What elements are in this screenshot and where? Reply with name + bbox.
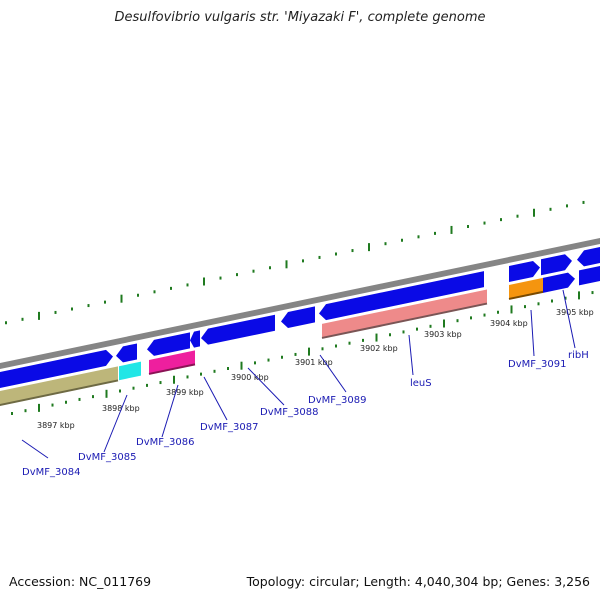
outer-tick-ring: [5, 200, 585, 325]
gene-arrow-dvmf-3091[interactable]: [509, 260, 540, 282]
gene-arrow-small-1[interactable]: [190, 330, 200, 348]
gene-arrow-dvmf-3084[interactable]: [0, 349, 113, 389]
gene-label[interactable]: DvMF_3091: [508, 359, 566, 370]
gene-arrow-dvmf-3085[interactable]: [116, 343, 137, 363]
scale-tick-label: 3902 kbp: [360, 344, 398, 353]
rna-box-salmon[interactable]: [322, 289, 487, 338]
scale-tick-label: 3903 kbp: [424, 330, 462, 339]
gene-arrow-ribh[interactable]: [577, 245, 600, 267]
genome-title: Desulfovibrio vulgaris str. 'Miyazaki F'…: [114, 10, 486, 25]
scale-tick-label: 3898 kbp: [102, 404, 140, 413]
gene-arrow-dvmf-3086[interactable]: [147, 332, 190, 356]
gene-label[interactable]: ribH: [568, 350, 589, 361]
gene-features: [0, 245, 600, 407]
gene-label[interactable]: leuS: [410, 378, 432, 389]
rna-box-cyan[interactable]: [119, 361, 141, 381]
scale-tick-label: 3904 kbp: [490, 319, 528, 328]
gene-arrow-dvmf-3087[interactable]: [201, 314, 275, 345]
accession-text: Accession: NC_011769: [9, 574, 152, 589]
gene-arrow-inner-1[interactable]: [543, 272, 575, 293]
rna-box-khaki-edge: [0, 379, 119, 407]
rna-box-magenta[interactable]: [149, 350, 195, 374]
gene-label[interactable]: DvMF_3088: [260, 407, 318, 418]
gene-label[interactable]: DvMF_3086: [136, 437, 194, 448]
rna-box-orange[interactable]: [509, 277, 543, 299]
rna-box-magenta-edge: [148, 363, 196, 375]
gene-leader-line: [103, 394, 128, 453]
scale-tick-label: 3897 kbp: [37, 421, 75, 430]
scale-tick-label: 3901 kbp: [295, 358, 333, 367]
gene-label[interactable]: DvMF_3085: [78, 452, 136, 463]
genome-stats-text: Topology: circular; Length: 4,040,304 bp…: [246, 574, 590, 589]
rna-box-salmon-edge: [321, 302, 488, 339]
inner-tick-ring: [11, 291, 594, 415]
gene-arrow-dvmf-3088[interactable]: [281, 306, 315, 328]
scale-tick-label: 3899 kbp: [166, 388, 204, 397]
gene-leader-line: [408, 334, 414, 376]
gene-leader-line: [562, 289, 576, 349]
rna-box-khaki[interactable]: [0, 366, 118, 406]
gene-leader-line: [203, 376, 228, 421]
genome-backbone: [0, 238, 600, 369]
gene-arrow-inner-2[interactable]: [579, 265, 600, 286]
gene-label[interactable]: DvMF_3089: [308, 395, 366, 406]
gene-leader-line: [530, 309, 535, 357]
rna-box-orange-edge: [508, 290, 544, 300]
gene-leader-line: [247, 367, 285, 406]
gene-leader-line: [161, 384, 179, 438]
scale-tick-label: 3905 kbp: [556, 308, 594, 317]
gene-arrow-dvmf-3089[interactable]: [319, 271, 484, 321]
gene-leader-line: [21, 439, 49, 459]
gene-leader-line: [319, 354, 347, 393]
scale-tick-label: 3900 kbp: [231, 373, 269, 382]
gene-label[interactable]: DvMF_3084: [22, 467, 80, 478]
gene-labels: 3897 kbp 3898 kbp 3899 kbp 3900 kbp 3901 kbp…: [21, 289, 594, 478]
gene-label[interactable]: DvMF_3087: [200, 422, 258, 433]
gene-arrow-dvmf-3092[interactable]: [541, 254, 572, 276]
